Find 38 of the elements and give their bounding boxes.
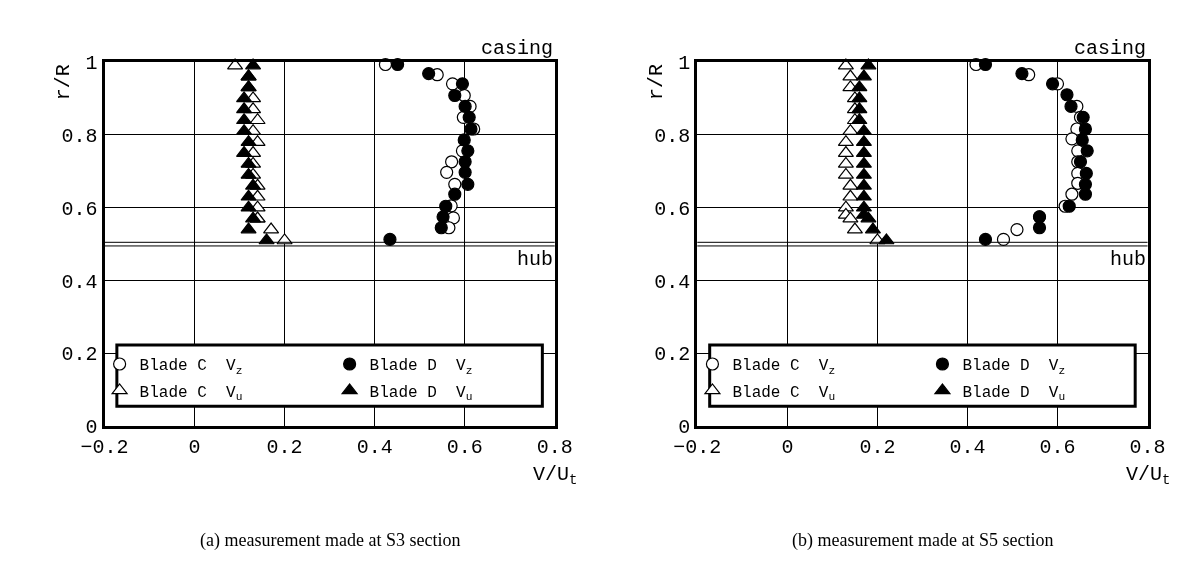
text: (a) measurement made at S3 section [200,530,461,551]
text: (b) measurement made at S5 section [792,530,1054,551]
y-tick-label: 0.4 [61,270,98,294]
legend-label: Blade D V$_{z}$ [369,357,473,377]
y-tick-label: 0.2 [654,343,691,367]
x-tick-label: 0.8 [1129,436,1166,460]
annotation: hub [1110,248,1147,271]
legend-label: Blade D V$_{z}$ [962,357,1066,377]
y-tick-label: 0.6 [654,197,691,221]
x-tick-label: 0.2 [266,436,303,460]
y-tick-label: 0.8 [61,124,98,148]
legend-label: Blade C V$_{z}$ [139,357,243,377]
x-tick-label: 0.4 [949,436,986,460]
y-tick-label: 1 [85,51,98,75]
legend-label: Blade D V$_{u}$ [369,383,473,403]
x-tick-label: 0 [188,436,201,460]
text: casing [481,37,554,60]
legend-label: Blade C V$_{u}$ [139,383,243,403]
y-tick-label: 0.6 [61,197,98,221]
x-tick-label: 0 [781,436,794,460]
y-tick-label: 0.8 [654,124,691,148]
y-tick-label: 1 [678,51,691,75]
x-tick-label: 0.2 [859,436,896,460]
x-tick-label: 0.6 [446,436,483,460]
text: casing [1074,37,1147,60]
y-tick-label: 0.2 [61,343,98,367]
y-axis-title: r/R [52,64,76,101]
legend-label: Blade C V$_{z}$ [732,357,836,377]
legend-label: Blade C V$_{u}$ [732,383,836,403]
x-tick-label: 0.8 [536,436,573,460]
x-axis-title: V/U$_{t}$ [1126,463,1171,489]
y-axis-title: r/R [645,64,669,101]
x-tick-label: 0.4 [356,436,393,460]
annotation: hub [517,248,554,271]
x-tick-label: 0.6 [1039,436,1076,460]
y-tick-label: 0.4 [654,270,691,294]
legend-label: Blade D V$_{u}$ [962,383,1066,403]
x-axis-title: V/U$_{t}$ [533,463,578,489]
